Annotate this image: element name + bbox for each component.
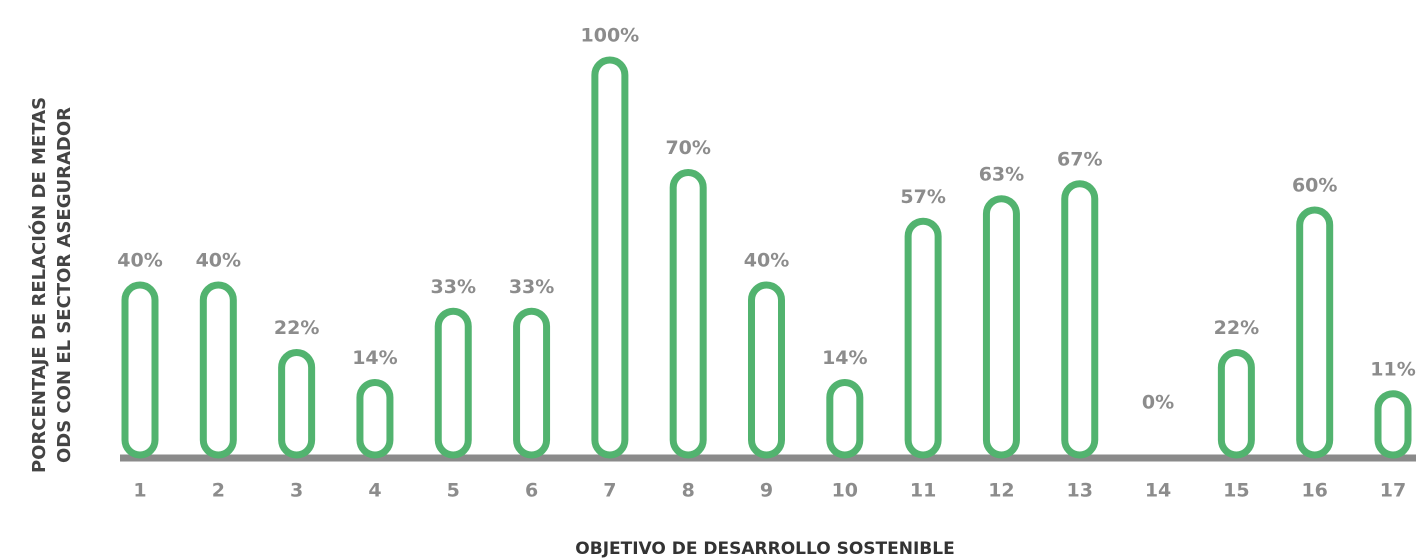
bar <box>1217 349 1255 459</box>
bar <box>669 169 707 459</box>
bar <box>278 349 316 459</box>
x-tick-label: 1 <box>133 480 146 502</box>
x-tick-label: 3 <box>290 480 303 502</box>
bar <box>904 217 942 459</box>
x-tick-label: 10 <box>832 480 858 502</box>
bar <box>1061 180 1099 459</box>
x-tick-label: 6 <box>525 480 538 502</box>
bar <box>434 307 472 459</box>
value-label: 63% <box>979 163 1024 185</box>
value-label: 22% <box>274 317 319 339</box>
bar <box>1296 206 1334 459</box>
value-label: 33% <box>431 276 476 298</box>
value-label: 22% <box>1214 317 1259 339</box>
value-label: 33% <box>509 276 554 298</box>
x-tick-label: 2 <box>212 480 225 502</box>
value-label: 40% <box>744 250 789 272</box>
value-label: 67% <box>1057 148 1102 170</box>
bar <box>356 379 394 459</box>
x-tick-label: 14 <box>1145 480 1171 502</box>
x-tick-label: 13 <box>1067 480 1093 502</box>
x-tick-label: 11 <box>910 480 936 502</box>
value-label: 57% <box>900 186 945 208</box>
x-tick-label: 12 <box>988 480 1014 502</box>
bar <box>982 195 1020 459</box>
x-tick-label: 7 <box>603 480 616 502</box>
x-tick-label: 16 <box>1301 480 1327 502</box>
value-label: 70% <box>665 137 710 159</box>
y-axis-title: PORCENTAJE DE RELACIÓN DE METAS <box>28 97 50 473</box>
x-axis-title: OBJETIVO DE DESARROLLO SOSTENIBLE <box>575 539 954 559</box>
value-label: 14% <box>352 347 397 369</box>
y-axis-title: ODS CON EL SECTOR ASEGURADOR <box>54 107 75 463</box>
bar <box>199 281 237 459</box>
x-tick-label: 9 <box>760 480 773 502</box>
bar <box>513 307 551 459</box>
value-label: 60% <box>1292 175 1337 197</box>
value-label: 40% <box>117 250 162 272</box>
x-tick-label: 15 <box>1223 480 1249 502</box>
x-tick-label: 5 <box>447 480 460 502</box>
x-tick-label: 17 <box>1380 480 1406 502</box>
bar <box>591 56 629 459</box>
value-label: 40% <box>196 250 241 272</box>
value-label: 0% <box>1142 392 1174 414</box>
value-label: 14% <box>822 347 867 369</box>
bar <box>826 379 864 459</box>
bar <box>121 281 159 459</box>
value-label: 100% <box>581 25 640 47</box>
bar <box>1374 390 1412 459</box>
x-tick-label: 8 <box>682 480 695 502</box>
bar <box>748 281 785 459</box>
x-tick-label: 4 <box>368 480 381 502</box>
value-label: 11% <box>1370 358 1415 380</box>
